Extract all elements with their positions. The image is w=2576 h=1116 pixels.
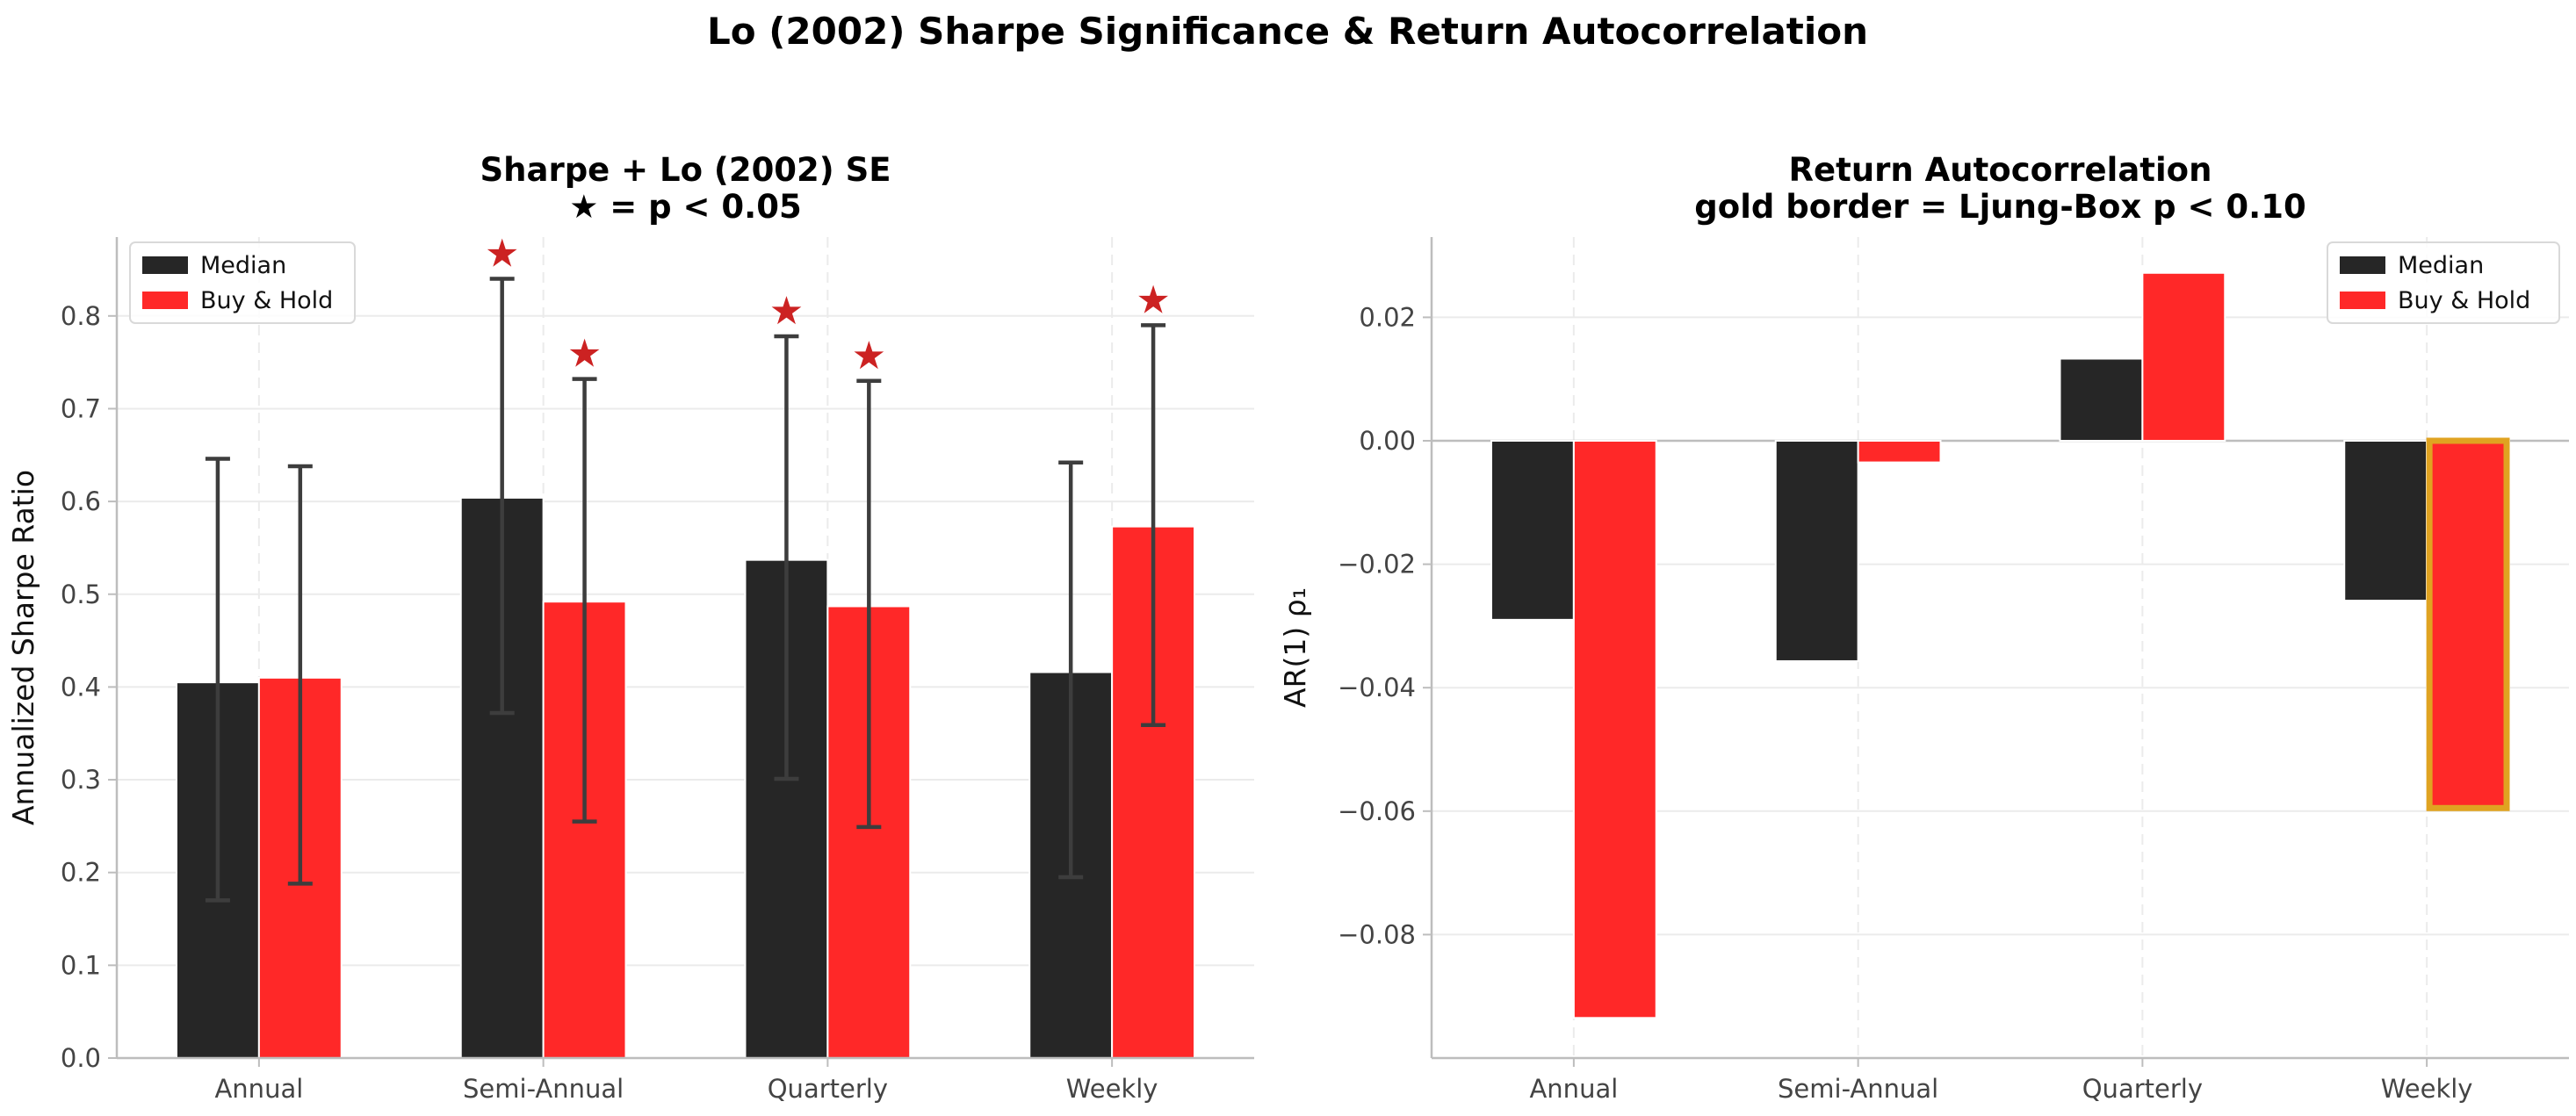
chart-title: Return Autocorrelation [1789, 151, 2212, 189]
buy-hold-bar-1 [1857, 439, 1942, 464]
significance-star-icon: ★ [852, 334, 886, 378]
significance-star-icon: ★ [769, 289, 804, 334]
x-tick-label: Annual [214, 1074, 303, 1104]
legend-swatch [2340, 292, 2385, 309]
y-tick-label: −0.04 [1338, 673, 1416, 702]
chart-subtitle: ★ = p < 0.05 [569, 188, 801, 226]
y-tick-label: 0.5 [61, 580, 101, 609]
x-tick-label: Quarterly [2082, 1074, 2203, 1104]
x-tick-label: Semi-Annual [1778, 1074, 1938, 1104]
y-tick-label: −0.02 [1338, 550, 1416, 580]
figure-title: Lo (2002) Sharpe Significance & Return A… [707, 10, 1868, 53]
x-tick-label: Weekly [2381, 1074, 2473, 1104]
y-tick-label: 0.02 [1359, 302, 1416, 332]
y-tick-label: 0.2 [61, 858, 101, 888]
y-tick-label: 0.4 [61, 672, 101, 702]
y-tick-label: 0.1 [61, 950, 101, 980]
ljung-box-border [2426, 437, 2510, 811]
y-axis-label: AR(1) ρ₁ [1278, 587, 1312, 708]
y-axis-label: Annualized Sharpe Ratio [6, 470, 40, 825]
median-bar-1 [1774, 439, 1859, 662]
y-tick-label: −0.06 [1338, 796, 1416, 826]
buy-hold-bar-0 [1572, 439, 1657, 1019]
y-tick-label: 0.7 [61, 393, 101, 423]
x-tick-label: Semi-Annual [463, 1074, 624, 1104]
median-bar-2 [2059, 357, 2144, 442]
x-tick-label: Weekly [1066, 1074, 1158, 1104]
x-tick-label: Annual [1529, 1074, 1618, 1104]
buy-hold-bar-3 [2426, 439, 2511, 810]
legend-label: Median [200, 252, 286, 279]
median-bar-0 [1490, 439, 1575, 621]
y-tick-label: 0.8 [61, 301, 101, 331]
significance-star-icon: ★ [567, 332, 602, 377]
legend-label: Buy & Hold [200, 287, 333, 314]
chart-title: Sharpe + Lo (2002) SE [480, 151, 891, 189]
legend-swatch [142, 292, 188, 309]
y-tick-label: −0.08 [1338, 919, 1416, 949]
legend-swatch [142, 256, 188, 274]
y-tick-label: 0.0 [61, 1043, 101, 1073]
significance-star-icon: ★ [485, 232, 519, 277]
x-tick-label: Quarterly [768, 1074, 888, 1104]
legend-swatch [2340, 256, 2385, 274]
y-tick-label: 0.6 [61, 486, 101, 516]
sharpe-chart: Sharpe + Lo (2002) SE★ = p < 0.05 0.0 0.1 0… [6, 151, 1254, 1104]
median-bar-3 [2343, 439, 2428, 602]
significance-star-icon: ★ [1136, 277, 1170, 322]
y-tick-label: 0.00 [1359, 426, 1416, 456]
chart-subtitle: gold border = Ljung-Box p < 0.10 [1694, 188, 2305, 226]
buy-hold-bar-2 [2141, 271, 2226, 442]
y-tick-label: 0.3 [61, 765, 101, 795]
legend-label: Median [2398, 252, 2484, 279]
legend-label: Buy & Hold [2398, 287, 2530, 314]
